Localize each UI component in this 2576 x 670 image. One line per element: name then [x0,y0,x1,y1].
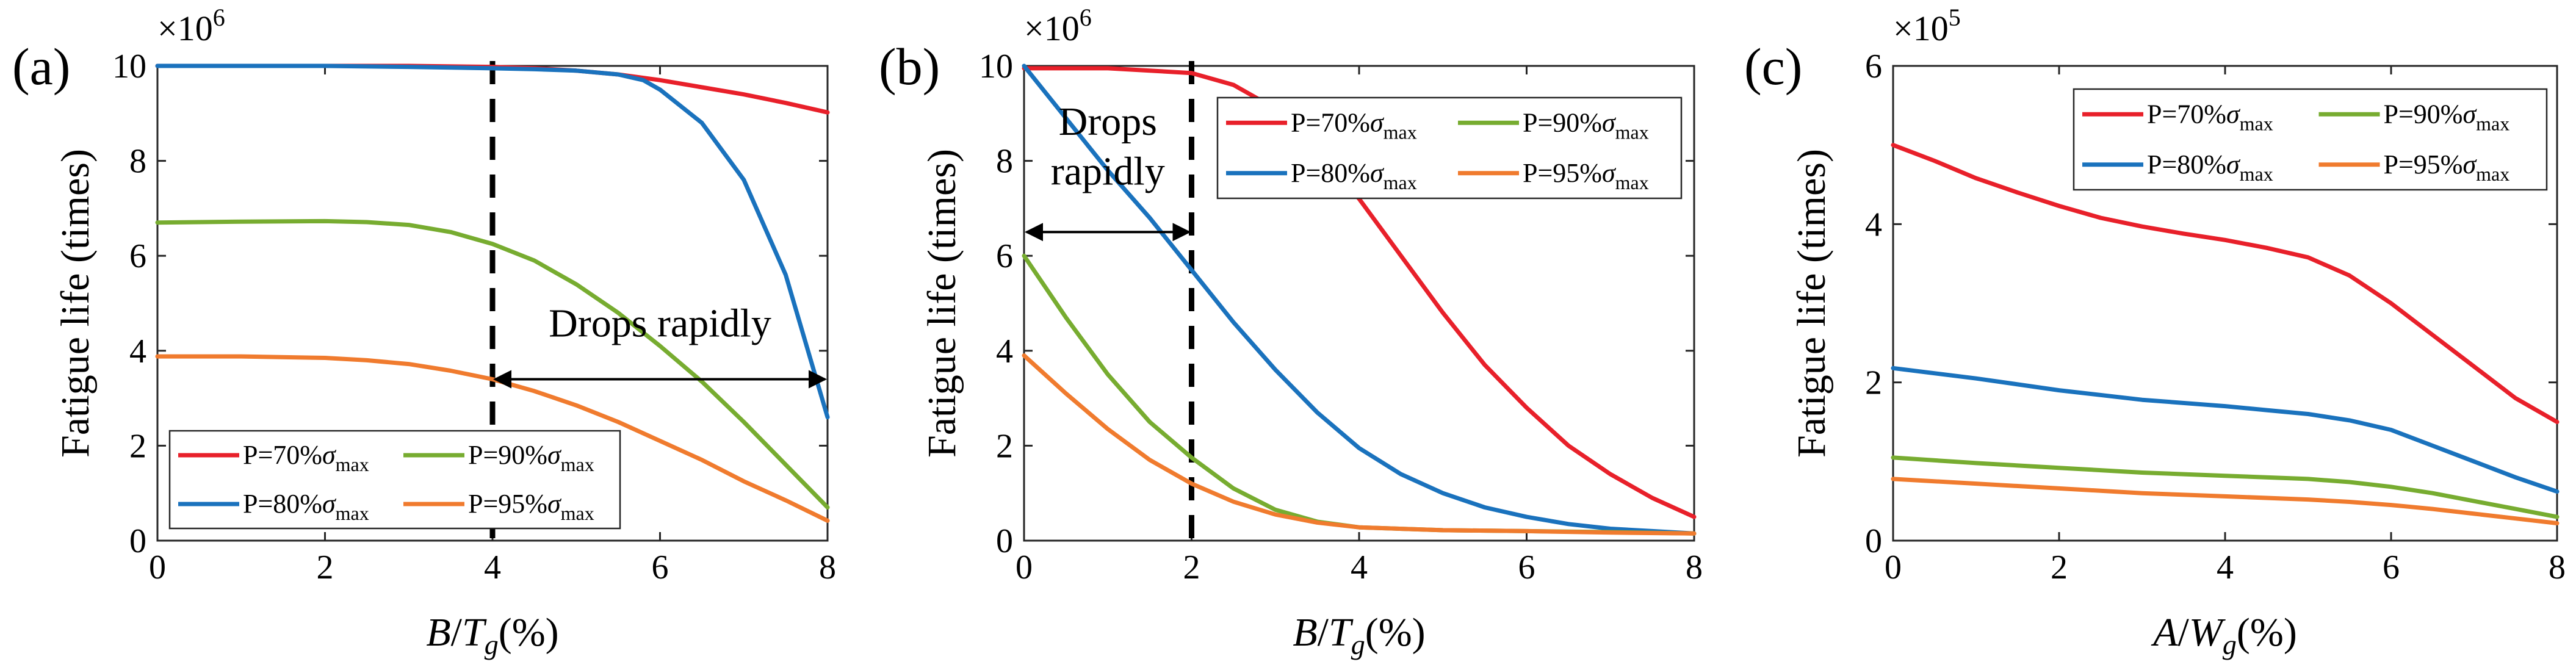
series-line-0 [1022,66,1697,519]
annotation-text-line1: Drops [1059,99,1157,144]
panel-label: (b) [879,37,940,96]
x-tick-label: 8 [1686,549,1703,586]
series-line-1 [1891,366,2560,494]
y-tick-label: 6 [996,237,1013,275]
axis-multiplier: ×106 [157,4,225,48]
x-tick-label: 2 [2051,549,2068,586]
x-axis-label: A/Wg(%) [2151,610,2297,660]
y-tick-label: 2 [129,427,146,465]
x-axis-label: B/Tg(%) [1293,610,1425,660]
y-tick-label: 0 [129,522,146,560]
x-tick-label: 6 [652,549,669,586]
x-tick-label: 0 [1885,549,1902,586]
y-tick-label: 2 [1865,364,1882,402]
legend-label-1: P=80%σmax [243,489,369,524]
x-tick-label: 2 [1183,549,1200,586]
y-tick-label: 4 [996,333,1013,370]
y-tick-label: 4 [129,333,146,370]
y-axis-label: Fatigue life (times) [920,149,964,458]
y-tick-label: 6 [1865,48,1882,85]
series-line-0 [1891,143,2560,424]
legend-box [2073,88,2548,191]
series-line-3 [1022,353,1697,536]
legend-label-0: P=70%σmax [1291,107,1417,143]
panel-b: 0 2 4 6 8 0 2 4 6 8 10 Drops rapidly (b) ×106 B/Tg(%) Fa… [879,4,1703,660]
x-tick-label: 4 [1351,549,1368,586]
series-line-2 [155,218,830,510]
x-tick-label: 0 [149,549,166,586]
legend-box [1216,96,1683,200]
legend-label-2: P=90%σmax [468,440,594,475]
y-tick-label: 8 [129,143,146,181]
y-tick-label: 10 [112,48,146,85]
legend-box [168,430,621,530]
y-axis-label: Fatigue life (times) [53,149,98,458]
annotation-text-line2: rapidly [1051,149,1165,194]
y-tick-label: 4 [1865,206,1882,243]
annotation-text: Drops rapidly [549,301,771,345]
panel-label: (a) [12,37,70,96]
panel-a: 0 2 4 6 8 0 2 4 6 8 10 Drops rapidly (a) ×106 B/Tg(%) F… [12,4,836,660]
y-tick-label: 0 [1865,522,1882,560]
legend-label-2: P=90%σmax [1523,107,1649,143]
legend-label-3: P=95%σmax [1523,158,1649,193]
legend-label-2: P=90%σmax [2384,99,2510,134]
y-tick-label: 0 [996,522,1013,560]
legend-label-3: P=95%σmax [468,489,594,524]
x-tick-label: 2 [317,549,334,586]
legend-label-1: P=80%σmax [2147,149,2273,185]
x-tick-label: 0 [1016,549,1033,586]
x-tick-label: 4 [2217,549,2234,586]
legend-label-0: P=70%σmax [2147,99,2273,134]
series-line-3 [1891,477,2560,525]
y-tick-label: 6 [129,237,146,275]
series-line-1 [1022,63,1697,536]
series-line-1 [155,63,830,420]
x-tick-label: 8 [819,549,836,586]
y-tick-label: 10 [979,48,1013,85]
x-tick-label: 8 [2549,549,2566,586]
panel-c: 0 2 4 6 8 0 2 4 6 (c) ×105 A/Wg(%) Fatigue life (tim… [1744,4,2566,660]
axis-multiplier: ×106 [1024,4,1092,48]
legend-label-1: P=80%σmax [1291,158,1417,193]
x-tick-label: 6 [2383,549,2400,586]
y-axis-label: Fatigue life (times) [1789,149,1834,458]
y-tick-label: 8 [996,143,1013,181]
series-line-3 [155,354,830,523]
y-tick-label: 2 [996,427,1013,465]
axis-multiplier: ×105 [1893,4,1961,48]
series-line-2 [1891,455,2560,519]
panel-label: (c) [1744,37,1802,96]
x-tick-label: 6 [1518,549,1535,586]
legend-label-0: P=70%σmax [243,440,369,475]
x-axis-label: B/Tg(%) [426,610,558,660]
x-tick-label: 4 [484,549,501,586]
legend-label-3: P=95%σmax [2384,149,2510,185]
